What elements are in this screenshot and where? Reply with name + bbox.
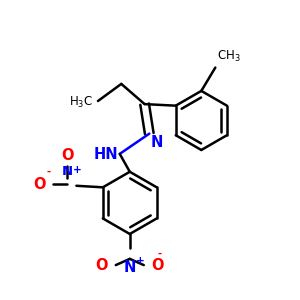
Text: N: N — [61, 165, 73, 178]
Text: O: O — [95, 258, 108, 273]
Text: +: + — [135, 256, 144, 266]
Text: N: N — [124, 260, 136, 275]
Text: H$_3$C: H$_3$C — [69, 95, 93, 110]
Text: N: N — [151, 135, 163, 150]
Text: O: O — [151, 258, 164, 273]
Text: -: - — [158, 249, 162, 259]
Text: O: O — [33, 177, 45, 192]
Text: +: + — [73, 165, 81, 175]
Text: HN: HN — [94, 147, 118, 162]
Text: -: - — [47, 167, 51, 176]
Text: O: O — [61, 148, 73, 163]
Text: CH$_3$: CH$_3$ — [217, 50, 241, 64]
